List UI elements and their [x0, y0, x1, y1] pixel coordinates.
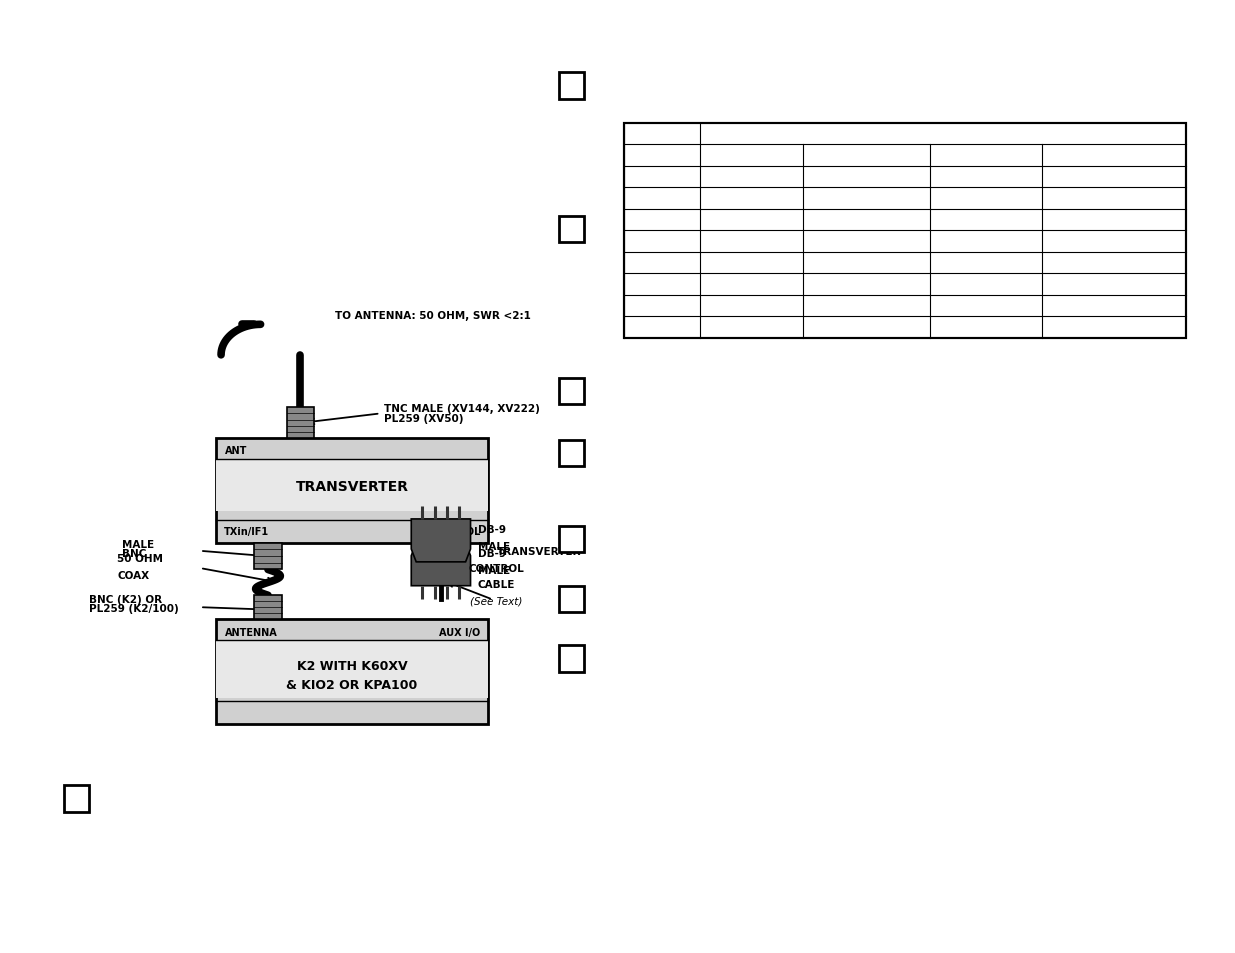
Text: PL259 (XV50): PL259 (XV50): [384, 414, 463, 423]
FancyBboxPatch shape: [216, 438, 488, 543]
Polygon shape: [411, 543, 471, 586]
FancyBboxPatch shape: [216, 459, 488, 512]
Text: ANTENNA: ANTENNA: [225, 627, 278, 637]
Bar: [254, 543, 282, 570]
Text: CONTROL: CONTROL: [429, 527, 480, 537]
Bar: [254, 596, 282, 619]
Text: PL259 (K2/100): PL259 (K2/100): [89, 603, 179, 613]
FancyBboxPatch shape: [216, 619, 488, 724]
Text: COAX: COAX: [117, 570, 149, 580]
Text: TRANSVERTER: TRANSVERTER: [295, 479, 409, 494]
Text: CABLE: CABLE: [478, 579, 515, 590]
Bar: [559, 526, 584, 553]
Text: MALE: MALE: [478, 565, 510, 576]
Bar: [559, 216, 584, 243]
Text: TNC MALE (XV144, XV222): TNC MALE (XV144, XV222): [384, 404, 540, 414]
Bar: [287, 408, 314, 438]
Text: TO ANTENNA: 50 OHM, SWR <2:1: TO ANTENNA: 50 OHM, SWR <2:1: [335, 311, 531, 320]
Text: BNC: BNC: [122, 549, 147, 558]
Text: (See Text): (See Text): [471, 596, 522, 606]
Text: ANT: ANT: [225, 446, 247, 456]
Text: MALE: MALE: [122, 539, 154, 549]
Text: K2 WITH K60XV: K2 WITH K60XV: [296, 659, 408, 672]
Bar: [624, 124, 1186, 338]
Bar: [559, 378, 584, 405]
Text: CONTROL: CONTROL: [468, 563, 525, 574]
Bar: [559, 645, 584, 672]
Text: TXin/IF1: TXin/IF1: [224, 527, 269, 537]
Text: DB-9: DB-9: [478, 548, 506, 558]
Text: BNC (K2) OR: BNC (K2) OR: [89, 595, 162, 605]
Text: MALE: MALE: [478, 541, 510, 552]
Bar: [559, 440, 584, 467]
Bar: [559, 586, 584, 613]
Text: 50 OHM: 50 OHM: [117, 554, 163, 564]
Text: AUX I/O: AUX I/O: [440, 627, 480, 637]
Bar: [624, 124, 1186, 338]
Polygon shape: [411, 519, 471, 562]
Bar: [559, 73, 584, 100]
Text: DB-9: DB-9: [478, 524, 506, 535]
FancyBboxPatch shape: [216, 640, 488, 698]
Text: TRANSVERTER: TRANSVERTER: [496, 546, 580, 557]
Text: & KIO2 OR KPA100: & KIO2 OR KPA100: [287, 678, 417, 691]
Bar: [64, 785, 89, 812]
